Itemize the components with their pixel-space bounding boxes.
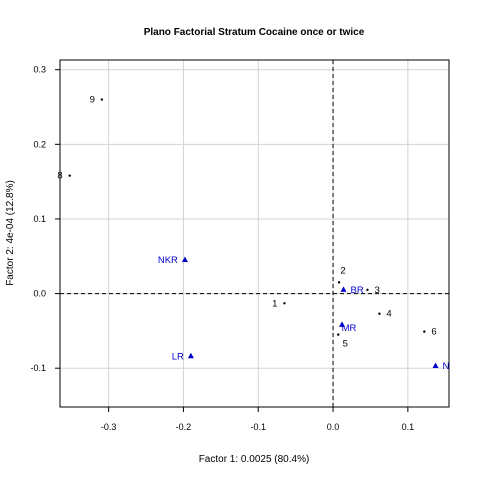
data-point-triangle xyxy=(339,321,346,327)
data-point xyxy=(68,174,71,177)
x-tick-label: 0.0 xyxy=(327,422,340,432)
point-label: NKR xyxy=(158,255,178,266)
point-label: LR xyxy=(172,351,184,362)
x-tick-label: -0.2 xyxy=(176,422,192,432)
data-point xyxy=(378,312,381,315)
point-label: 6 xyxy=(431,327,436,338)
data-point xyxy=(337,281,341,284)
data-point-triangle xyxy=(181,256,188,262)
y-tick-label: 0.2 xyxy=(33,139,46,149)
point-label: 4 xyxy=(386,309,391,320)
data-points: 1 2 3 4 5 6 8 9 NKR BR MR LR N xyxy=(57,95,449,372)
point-label: MR xyxy=(342,323,357,334)
data-point-triangle xyxy=(340,286,347,292)
reference-lines xyxy=(60,60,449,407)
data-point xyxy=(366,288,369,292)
point-label: 9 xyxy=(90,95,95,106)
data-point-triangle xyxy=(187,352,194,359)
y-tick-label: 0.3 xyxy=(33,65,46,75)
data-point xyxy=(337,333,340,336)
y-tick-label: 0.1 xyxy=(33,214,46,224)
x-tick-label: -0.3 xyxy=(101,422,117,432)
point-label: 2 xyxy=(340,265,345,276)
point-label: 5 xyxy=(343,339,348,350)
x-tick-label: -0.1 xyxy=(250,422,266,432)
x-axis: -0.3 -0.2 -0.1 0.0 0.1 xyxy=(101,407,414,432)
y-axis-label: Factor 2: 4e-04 (12.8%) xyxy=(5,180,16,286)
point-label: 8 xyxy=(57,171,62,182)
point-label: 3 xyxy=(374,285,379,296)
x-axis-label: Factor 1: 0.0025 (80.4%) xyxy=(199,454,310,465)
point-label: BR xyxy=(351,285,364,296)
y-tick-label: 0.0 xyxy=(33,289,46,299)
data-point xyxy=(100,98,104,101)
data-point xyxy=(283,302,286,305)
x-tick-label: 0.1 xyxy=(402,422,415,432)
y-tick-label: -0.1 xyxy=(30,363,46,373)
point-label: N xyxy=(443,361,450,372)
point-label: 1 xyxy=(272,298,277,309)
y-axis: -0.1 0.0 0.1 0.2 0.3 xyxy=(30,65,60,373)
chart-title: Plano Factorial Stratum Cocaine once or … xyxy=(144,27,365,38)
data-point xyxy=(423,330,426,333)
plot-frame xyxy=(59,59,450,408)
data-point-triangle xyxy=(432,362,439,368)
